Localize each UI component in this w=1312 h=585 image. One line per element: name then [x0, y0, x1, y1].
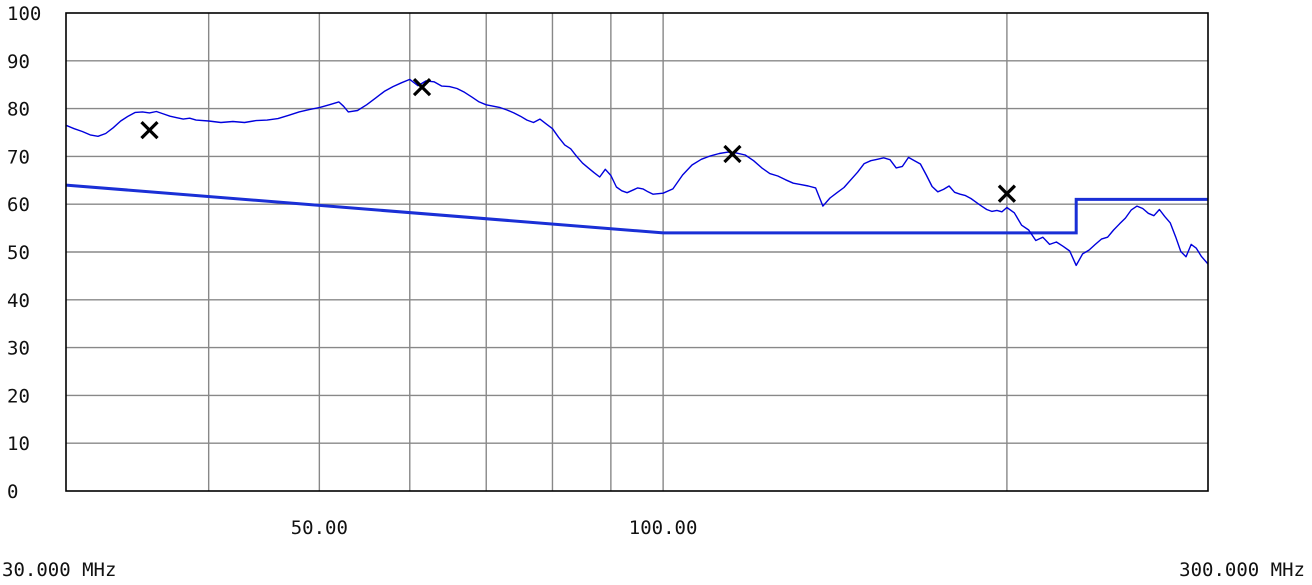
y-tick-label-50: 50: [7, 242, 30, 264]
x-tick-label-50: 50.00: [291, 517, 348, 539]
plot-border: [65, 12, 1209, 492]
y-tick-label-40: 40: [7, 290, 30, 312]
peak-marker-2: [412, 77, 432, 97]
y-tick-label-80: 80: [7, 99, 30, 121]
peak-marker-1: [140, 120, 159, 140]
limit-line-series: [65, 183, 1208, 235]
peak-markers: [140, 77, 1017, 203]
y-tick-label-20: 20: [7, 385, 30, 407]
measurement-trace-series: [65, 78, 1209, 267]
plot-frame: [65, 12, 1209, 492]
y-tick-label-70: 70: [7, 146, 30, 168]
y-tick-label-30: 30: [7, 338, 30, 360]
y-tick-label-0: 0: [7, 481, 18, 503]
x-range-end-label: 300.000 MHz: [1179, 559, 1305, 581]
limit-line: [65, 183, 1208, 235]
y-axis-tick-labels: 0 10 20 30 40 50 60 70 80 90 100: [7, 3, 41, 503]
x-tick-label-100: 100.00: [629, 517, 698, 539]
y-tick-label-60: 60: [7, 194, 30, 216]
peak-marker-3: [723, 144, 742, 164]
measurement-trace: [65, 78, 1209, 267]
x-range-start-label: 30.000 MHz: [2, 559, 116, 581]
y-tick-label-90: 90: [7, 51, 30, 73]
peak-marker-4: [997, 184, 1017, 203]
y-tick-label-10: 10: [7, 433, 30, 455]
grid: [66, 13, 1208, 491]
x-axis-tick-labels: 50.00 100.00: [291, 517, 698, 539]
y-tick-label-100: 100: [7, 3, 41, 25]
